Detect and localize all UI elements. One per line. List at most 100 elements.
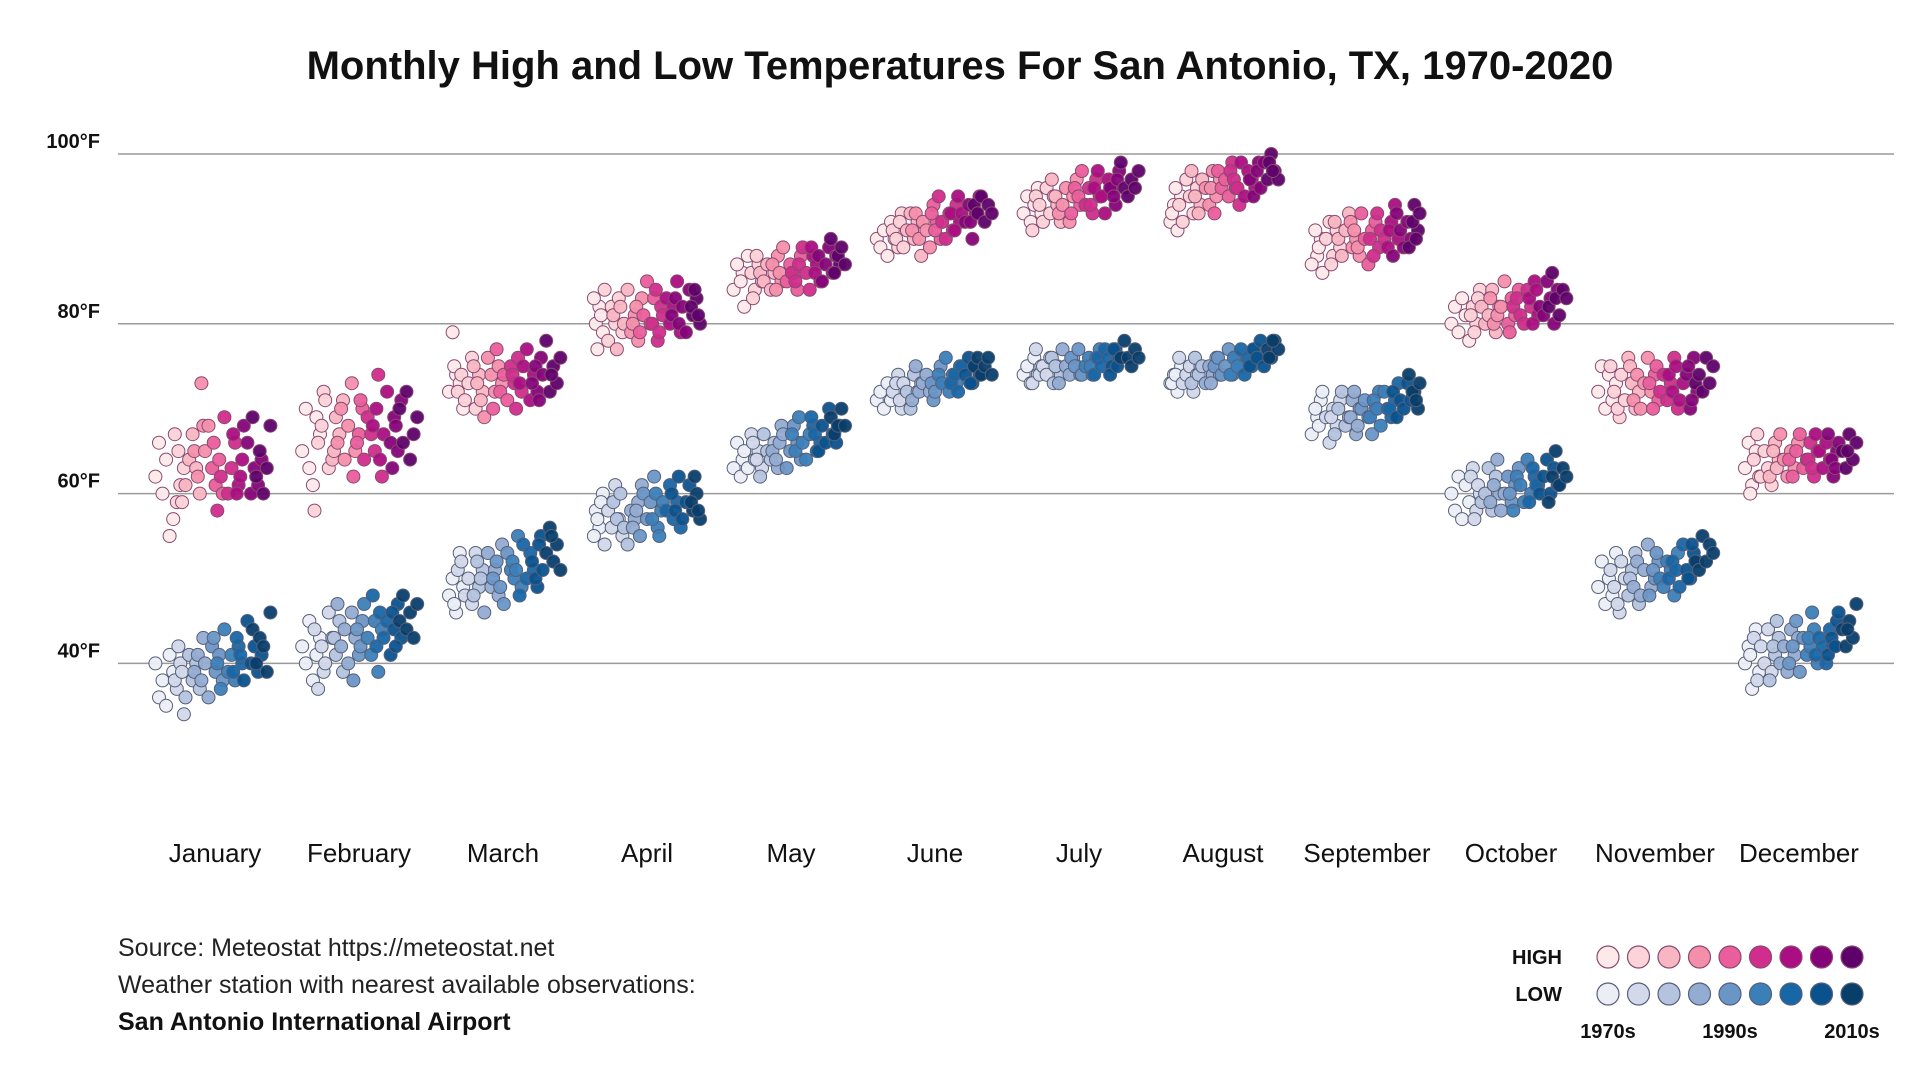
x-tick-label: April (621, 838, 673, 868)
low-point-may-2019 (834, 401, 849, 416)
low-point-january-2009 (236, 673, 251, 688)
high-point-september-1984 (1334, 248, 1349, 263)
low-point-february-2002 (371, 664, 386, 679)
high-point-december-2019 (1849, 435, 1864, 450)
low-point-september-2019 (1409, 393, 1423, 408)
low-point-december-2019 (1849, 597, 1864, 611)
legend-swatches (1596, 945, 1864, 1006)
low-point-september-1975 (1315, 384, 1330, 399)
low-point-august-2019 (1262, 350, 1277, 365)
legend-low-swatch (1809, 982, 1834, 1006)
low-point-december-1986 (1769, 614, 1784, 628)
low-point-march-2011 (525, 554, 539, 569)
low-point-july-2016 (1117, 333, 1132, 348)
high-point-july-2013 (1106, 189, 1121, 204)
high-point-may-2010 (815, 274, 829, 289)
high-point-february-1988 (334, 401, 349, 416)
low-point-may-2000 (792, 410, 806, 425)
high-point-january-1974 (162, 529, 177, 543)
low-point-november-2013 (1681, 571, 1696, 586)
high-point-september-1972 (1304, 257, 1319, 272)
high-point-february-2006 (373, 452, 387, 467)
high-point-september-1991 (1347, 223, 1362, 238)
low-point-april-1986 (620, 537, 635, 552)
low-point-january-1998 (210, 656, 225, 671)
high-point-february-2018 (403, 452, 418, 467)
high-point-september-1982 (1327, 214, 1342, 229)
high-point-february-1991 (344, 376, 359, 391)
high-point-august-2020 (1265, 164, 1280, 178)
high-point-january-1982 (178, 478, 193, 493)
low-point-march-1979 (461, 571, 476, 586)
high-point-april-1995 (640, 274, 654, 289)
high-point-december-1995 (1789, 444, 1804, 459)
high-point-september-1975 (1315, 265, 1330, 280)
high-temperature-points (148, 147, 1864, 543)
y-tick-label: 40°F (58, 640, 100, 662)
low-point-december-1993 (1782, 656, 1797, 671)
high-point-march-2020 (544, 367, 559, 382)
high-point-january-1995 (212, 452, 227, 467)
low-point-january-1992 (201, 690, 216, 705)
high-point-may-2019 (834, 240, 849, 255)
low-point-february-1999 (360, 630, 375, 645)
low-point-february-1981 (321, 605, 336, 620)
high-point-december-1985 (1766, 444, 1781, 459)
low-point-november-2014 (1684, 537, 1699, 552)
high-point-may-1981 (749, 248, 764, 263)
high-point-april-1983 (609, 342, 624, 357)
low-point-october-2000 (1513, 478, 1528, 493)
high-point-august-1985 (1191, 206, 1206, 221)
low-point-october-2020 (1559, 469, 1574, 484)
legend-decade-label-1970s: 1970s (1580, 1021, 1636, 1043)
low-point-february-1998 (357, 597, 372, 611)
high-point-july-2007 (1097, 206, 1112, 221)
high-point-december-1977 (1750, 427, 1765, 442)
low-point-february-2016 (396, 588, 410, 603)
low-point-january-1978 (176, 707, 191, 722)
low-point-april-1993 (632, 529, 647, 543)
high-point-december-2011 (1821, 427, 1835, 442)
high-point-february-2014 (388, 418, 403, 433)
high-point-june-2007 (951, 189, 966, 204)
high-point-november-1970 (1591, 384, 1606, 399)
low-point-december-1980 (1761, 622, 1775, 637)
high-point-november-2016 (1692, 367, 1706, 382)
high-point-april-2001 (648, 282, 663, 297)
low-point-april-2020 (691, 503, 706, 518)
high-point-april-1975 (594, 308, 608, 323)
high-point-february-1973 (305, 478, 320, 493)
x-tick-label: September (1303, 838, 1431, 868)
low-point-november-1978 (1607, 580, 1622, 594)
high-point-july-1985 (1044, 172, 1059, 187)
high-point-april-1974 (590, 342, 605, 357)
low-point-december-1996 (1792, 664, 1807, 679)
legend-high-swatch (1779, 945, 1803, 969)
low-point-february-1977 (307, 622, 322, 637)
legend-low-swatch (1748, 982, 1773, 1006)
low-point-january-2019 (259, 664, 274, 679)
low-point-may-1981 (749, 452, 764, 467)
low-point-may-1993 (779, 461, 794, 476)
low-point-february-1996 (350, 622, 364, 637)
high-point-january-1986 (192, 486, 207, 501)
high-point-january-2008 (233, 469, 248, 484)
low-point-may-2010 (815, 418, 829, 433)
low-point-october-1990 (1490, 452, 1505, 467)
high-point-september-1973 (1308, 223, 1323, 238)
high-point-july-1978 (1032, 197, 1047, 212)
high-point-july-2003 (1083, 197, 1098, 212)
legend-high-swatch (1809, 945, 1834, 969)
high-point-january-1979 (167, 427, 182, 442)
low-point-december-1975 (1743, 647, 1758, 662)
legend-decade-label-1990s: 1990s (1702, 1021, 1758, 1043)
high-point-january-1992 (201, 418, 216, 433)
high-point-october-1991 (1494, 299, 1508, 314)
high-point-april-1984 (613, 299, 628, 314)
low-point-january-1974 (162, 647, 177, 662)
high-point-june-2020 (984, 206, 999, 221)
high-point-february-2005 (369, 401, 384, 416)
high-point-october-1988 (1483, 291, 1498, 306)
low-point-july-1977 (1028, 342, 1043, 357)
low-point-december-1977 (1750, 673, 1765, 688)
